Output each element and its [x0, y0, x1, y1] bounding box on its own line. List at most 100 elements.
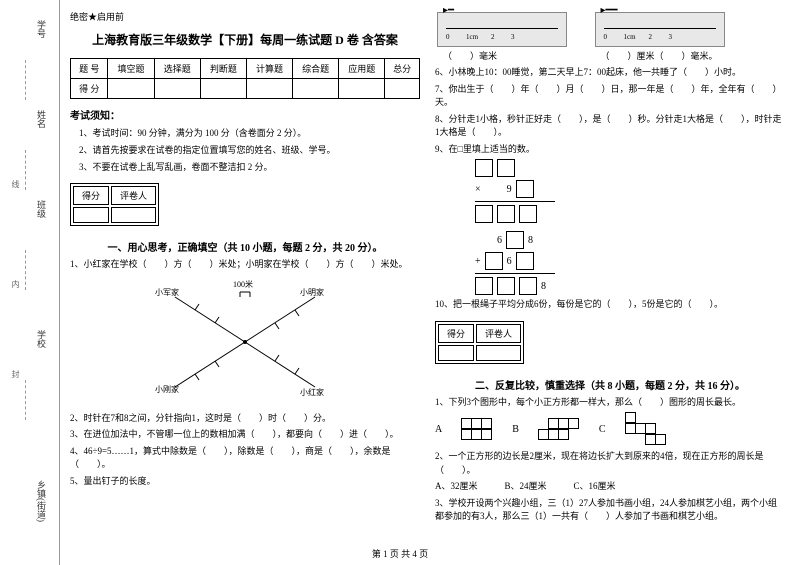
question-1: 1、小红家在学校（ ）方（ ）米处；小明家在学校（ ）方（ ）米处。 [70, 258, 420, 272]
shape-c [626, 413, 666, 446]
notice-heading: 考试须知： [70, 107, 420, 122]
grader-box: 得分评卷人 [70, 183, 159, 226]
question-2-1: 1、下列3个图形中，每个小正方形都一样大，那么（ ）图形的周长最长。 [435, 396, 785, 410]
svg-text:小刚家: 小刚家 [155, 384, 179, 394]
grader-name: 评卷人 [111, 186, 156, 205]
digit: 6 [507, 256, 512, 267]
digit-box[interactable] [519, 205, 537, 223]
digit: 6 [497, 235, 502, 246]
nail-icon: ▸━ [443, 5, 454, 16]
seal-text: 封 [10, 370, 21, 378]
instruction-item: 1、考试时间：90 分钟，满分为 100 分（含卷面分 2 分）。 [70, 126, 420, 139]
grader-cell[interactable] [438, 345, 474, 361]
seal-text: 线 [10, 180, 21, 188]
ruler-1: ▸━ 0 1cm 2 3 [437, 12, 567, 47]
score-header: 选择题 [154, 59, 200, 79]
digit-box[interactable] [475, 159, 493, 177]
score-header: 题 号 [71, 59, 108, 79]
score-cell[interactable] [200, 79, 246, 99]
ruler-answer-1: （ ）毫米 [443, 49, 497, 62]
question-3: 3、在进位加法中，不管哪一位上的数相加满（ ），都要向（ ）进（ ）。 [70, 428, 420, 442]
shape-options: A B C [435, 413, 785, 446]
binding-label-name: 姓名 [35, 110, 48, 128]
digit-box[interactable] [516, 180, 534, 198]
calc-line [475, 201, 555, 202]
ruler-mark: 1cm [624, 33, 636, 41]
ruler-mark: 1cm [466, 33, 478, 41]
part2-title: 二、反复比较，慎重选择（共 8 小题，每题 2 分，共 16 分）。 [435, 377, 785, 392]
score-cell[interactable] [108, 79, 154, 99]
svg-text:小红家: 小红家 [300, 387, 324, 397]
question-4: 4、46÷9=5……1，算式中除数是（ ），除数是（ ），商是（ ），余数是（ … [70, 445, 420, 472]
digit-box[interactable] [475, 205, 493, 223]
score-table: 题 号 填空题 选择题 判断题 计算题 综合题 应用题 总分 得 分 [70, 58, 420, 99]
grader-box: 得分评卷人 [435, 321, 524, 364]
plus-sign: + [475, 256, 481, 267]
direction-diagram: 100米 小明家 小刚家 小红家 小军家 [145, 277, 345, 407]
question-5: 5、量出钉子的长度。 [70, 475, 420, 489]
score-cell[interactable] [385, 79, 420, 99]
part1-title: 一、用心思考，正确填空（共 10 小题，每题 2 分，共 20 分）。 [70, 239, 420, 254]
score-cell[interactable] [293, 79, 339, 99]
binding-margin: 学号 姓名 班级 学校 乡镇(街道) 线 内 封 [0, 0, 60, 565]
ruler-mark: 0 [604, 33, 608, 41]
question-6: 6、小林晚上10：00睡觉，第二天早上7：00起床，他一共睡了（ ）小时。 [435, 66, 785, 80]
binding-label-school: 学校 [35, 330, 48, 348]
multiplication-puzzle: × 9 6 8 +6 8 [435, 159, 785, 295]
dash-line [25, 380, 26, 420]
digit: 8 [528, 235, 533, 246]
ruler-mark: 2 [649, 33, 653, 41]
ruler-mark: 2 [491, 33, 495, 41]
score-cell[interactable] [154, 79, 200, 99]
grader-score: 得分 [73, 186, 109, 205]
digit-box[interactable] [506, 231, 524, 249]
grader-cell[interactable] [73, 207, 109, 223]
digit-box[interactable] [519, 277, 537, 295]
question-2-2-opts: A、32厘米 B、24厘米 C、16厘米 [435, 480, 785, 494]
score-header: 填空题 [108, 59, 154, 79]
page-footer: 第 1 页 共 4 页 [0, 547, 800, 560]
score-header: 计算题 [246, 59, 292, 79]
column-left: 绝密★启用前 上海教育版三年级数学【下册】每周一练试题 D 卷 含答案 题 号 … [70, 10, 420, 527]
digit-box[interactable] [497, 205, 515, 223]
svg-text:100米: 100米 [233, 279, 253, 289]
dash-line [25, 150, 26, 190]
question-2-3: 3、学校开设两个兴趣小组，三（1）27人参加书画小组，24人参加棋艺小组，两个小… [435, 497, 785, 524]
instruction-item: 2、请首先按要求在试卷的指定位置填写您的姓名、班级、学号。 [70, 143, 420, 156]
grader-score: 得分 [438, 324, 474, 343]
dash-line [25, 250, 26, 290]
question-2-2: 2、一个正方形的边长是2厘米，现在将边长扩大到原来的4倍，现在正方形的周长是（ … [435, 450, 785, 477]
question-2: 2、时针在7和8之间，分针指向1，这时是（ ）时（ ）分。 [70, 412, 420, 426]
mult-sign: × [475, 184, 481, 195]
digit: 9 [507, 184, 512, 195]
exam-title: 上海教育版三年级数学【下册】每周一练试题 D 卷 含答案 [70, 31, 420, 48]
ruler-row: ▸━ 0 1cm 2 3 （ ）毫米 ▸━━ 0 1cm 2 [435, 10, 785, 62]
ruler-mark: 3 [511, 33, 515, 41]
digit-box[interactable] [497, 159, 515, 177]
svg-text:小明家: 小明家 [300, 287, 324, 297]
score-cell[interactable] [339, 79, 385, 99]
digit-box[interactable] [475, 277, 493, 295]
binding-label-town: 乡镇(街道) [35, 480, 48, 522]
digit: 8 [541, 281, 546, 292]
score-header: 应用题 [339, 59, 385, 79]
option-a-label: A [435, 424, 442, 435]
score-header: 总分 [385, 59, 420, 79]
score-header: 判断题 [200, 59, 246, 79]
option-c-label: C [599, 424, 606, 435]
digit-box[interactable] [497, 277, 515, 295]
digit-box[interactable] [485, 252, 503, 270]
grader-name: 评卷人 [476, 324, 521, 343]
question-9: 9、在□里填上适当的数。 [435, 143, 785, 157]
digit-box[interactable] [516, 252, 534, 270]
question-10: 10、把一根绳子平均分成6份，每份是它的（ ），5份是它的（ ）。 [435, 298, 785, 312]
binding-label-id: 学号 [35, 20, 48, 38]
ruler-mark: 3 [669, 33, 673, 41]
svg-text:小军家: 小军家 [155, 287, 179, 297]
question-8: 8、分针走1小格，秒针正好走（ ），是（ ）秒。分针走1大格是（ ），时针走1大… [435, 113, 785, 140]
shape-b [539, 419, 579, 441]
nail-icon: ▸━━ [601, 5, 618, 16]
grader-cell[interactable] [111, 207, 156, 223]
score-cell[interactable] [246, 79, 292, 99]
grader-cell[interactable] [476, 345, 521, 361]
